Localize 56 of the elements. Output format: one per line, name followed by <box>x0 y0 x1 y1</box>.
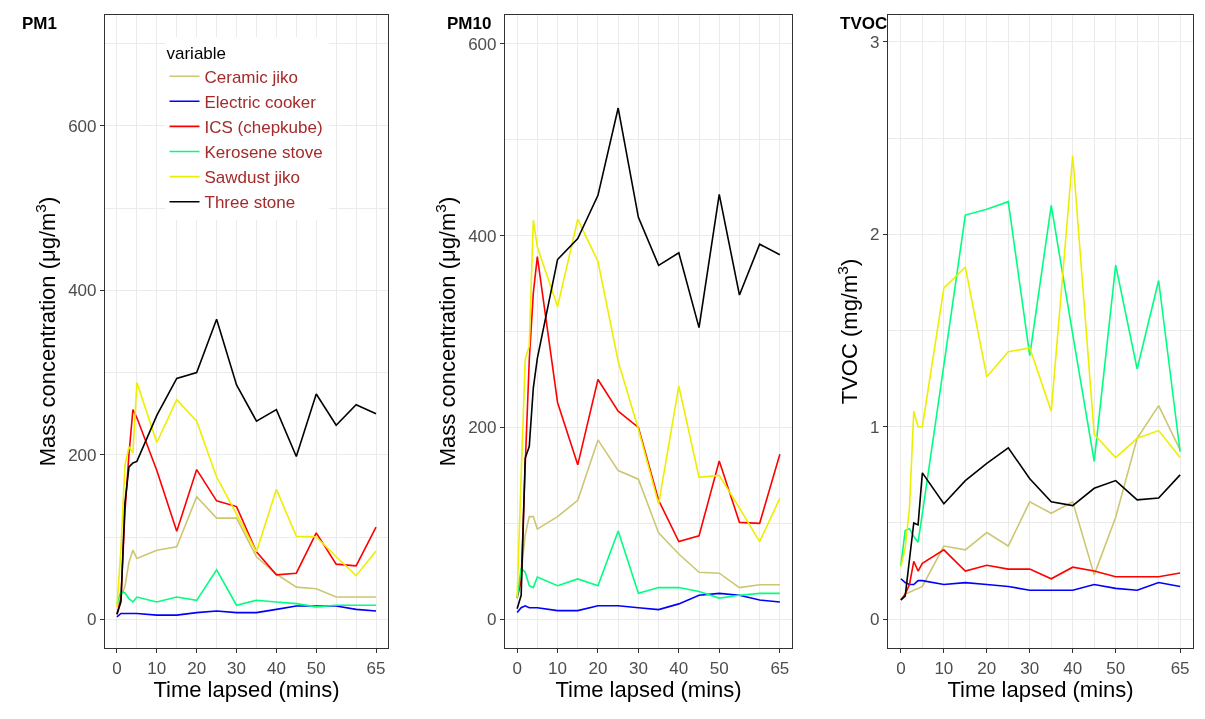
y-tick-label: 200 <box>68 445 97 465</box>
x-tick-label: 50 <box>1106 658 1126 678</box>
chart-title: TVOC <box>840 14 888 33</box>
y-tick-label: 600 <box>68 116 97 136</box>
x-tick-label: 20 <box>977 658 997 678</box>
line-series <box>516 530 781 599</box>
x-tick-label: 10 <box>548 658 568 678</box>
x-tick-label: 65 <box>770 658 790 678</box>
x-tick-label: 10 <box>934 658 954 678</box>
legend-label: Three stone <box>204 193 296 213</box>
x-tick-label: 20 <box>187 658 207 678</box>
line-series <box>116 605 377 618</box>
line-series <box>116 569 377 608</box>
legend-label: Ceramic jiko <box>204 67 299 87</box>
chart-title: PM10 <box>447 14 492 33</box>
x-tick-label: 50 <box>306 658 326 678</box>
x-tick-label: 20 <box>588 658 608 678</box>
x-tick-label: 0 <box>896 658 906 678</box>
x-tick-label: 40 <box>1063 658 1083 678</box>
x-tick-label: 40 <box>669 658 689 678</box>
x-tick-label: 30 <box>628 658 648 678</box>
x-tick-label: 65 <box>1170 658 1190 678</box>
legend-label: Electric cooker <box>204 92 317 112</box>
line-series <box>516 592 781 614</box>
line-series <box>116 495 377 608</box>
y-tick-label: 0 <box>87 610 97 630</box>
x-tick-label: 50 <box>709 658 729 678</box>
x-axis-title: Time lapsed (mins) <box>555 677 742 703</box>
y-tick-label: 0 <box>870 610 880 630</box>
legend-label: Kerosene stove <box>204 143 323 163</box>
y-tick-label: 2 <box>870 225 880 245</box>
line-series <box>516 107 781 610</box>
y-tick-label: 400 <box>468 226 497 246</box>
legend-label: ICS (chepkube) <box>204 118 323 138</box>
x-tick-label: 10 <box>147 658 167 678</box>
x-axis-title: Time lapsed (mins) <box>153 677 340 703</box>
x-axis-title: Time lapsed (mins) <box>947 677 1134 703</box>
x-tick-label: 30 <box>1020 658 1040 678</box>
legend-label: Sawdust jiko <box>204 168 300 188</box>
line-series <box>900 447 1181 601</box>
x-tick-label: 0 <box>112 658 122 678</box>
line-series <box>116 318 377 616</box>
legend-title: variable <box>166 43 227 63</box>
x-tick-label: 0 <box>512 658 522 678</box>
x-tick-label: 65 <box>366 658 386 678</box>
line-series <box>900 577 1181 592</box>
line-series <box>900 549 1181 601</box>
y-tick-label: 400 <box>68 281 97 301</box>
y-tick-label: 1 <box>870 417 880 437</box>
y-tick-label: 200 <box>468 418 497 438</box>
x-tick-label: 40 <box>266 658 286 678</box>
chart-title: PM1 <box>22 14 57 33</box>
x-tick-label: 30 <box>227 658 246 678</box>
y-tick-label: 3 <box>870 32 880 52</box>
y-tick-label: 600 <box>468 34 497 54</box>
y-tick-label: 0 <box>487 610 497 630</box>
